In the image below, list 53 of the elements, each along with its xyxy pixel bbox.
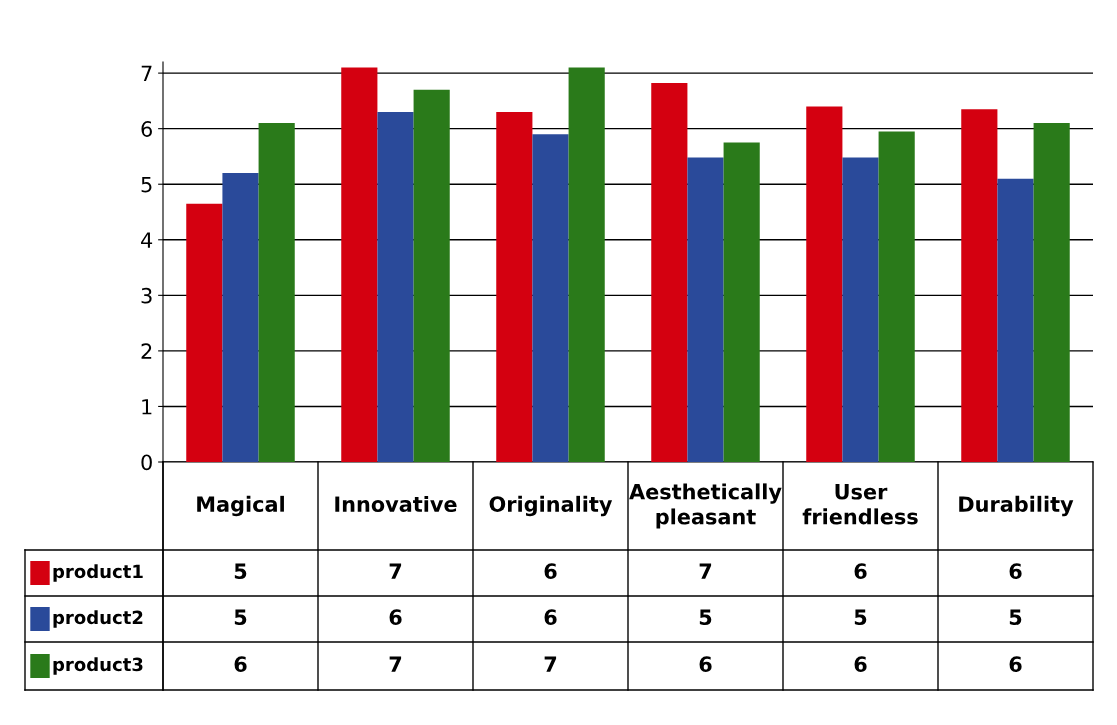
data-label: 5: [699, 609, 712, 626]
y-tick-label: 6: [141, 121, 152, 137]
data-label: 7: [389, 656, 402, 672]
data-label: 6: [544, 609, 557, 626]
bar: [496, 112, 533, 462]
bar: [842, 157, 879, 462]
x-tick-label: Innovative: [335, 495, 457, 513]
bar: [413, 89, 450, 462]
x-tick-label: Durability: [959, 495, 1074, 517]
data-label: 7: [544, 656, 557, 672]
data-label: 6: [699, 656, 712, 673]
y-tick-label: 5: [141, 176, 152, 193]
bar: [723, 142, 760, 462]
data-label: 5: [1009, 609, 1022, 626]
data-label: 7: [389, 563, 402, 579]
x-tick-label: User friendless: [802, 484, 918, 525]
bar: [806, 106, 843, 462]
data-label: 7: [699, 563, 712, 579]
bar: [651, 83, 688, 462]
x-tick-label: Originality: [489, 495, 613, 517]
y-tick-label: 7: [141, 65, 152, 82]
y-tick-label: 0: [141, 454, 152, 471]
data-label: 6: [234, 656, 247, 673]
bar: [258, 123, 295, 462]
bar: [687, 157, 724, 462]
y-tick-label: 1: [142, 399, 152, 415]
legend-label: product2: [53, 610, 143, 628]
bar: [377, 112, 414, 462]
bar: [532, 134, 569, 462]
bar: [961, 109, 998, 462]
legend-label: product3: [53, 657, 143, 675]
bar: [186, 203, 223, 462]
data-label: 6: [854, 656, 867, 673]
y-tick-label: 2: [141, 343, 152, 359]
data-label: 6: [389, 609, 402, 626]
bar: [878, 131, 915, 462]
bar: [568, 67, 605, 462]
data-label: 6: [544, 563, 557, 580]
bar: [222, 173, 259, 462]
data-label: 6: [1009, 656, 1022, 673]
y-tick-label: 4: [141, 232, 153, 248]
data-label: 5: [854, 609, 867, 626]
bar: [1033, 123, 1070, 462]
y-tick-label: 3: [141, 287, 152, 304]
data-label: 5: [234, 609, 247, 626]
legend-label: product1: [53, 564, 143, 582]
data-label: 6: [1009, 563, 1022, 580]
x-tick-label: Magical: [197, 495, 284, 517]
x-tick-label: Aesthetically pleasant: [629, 483, 782, 529]
data-label: 6: [854, 563, 867, 580]
bar: [341, 67, 378, 462]
data-label: 5: [234, 563, 247, 580]
bar: [997, 178, 1034, 462]
